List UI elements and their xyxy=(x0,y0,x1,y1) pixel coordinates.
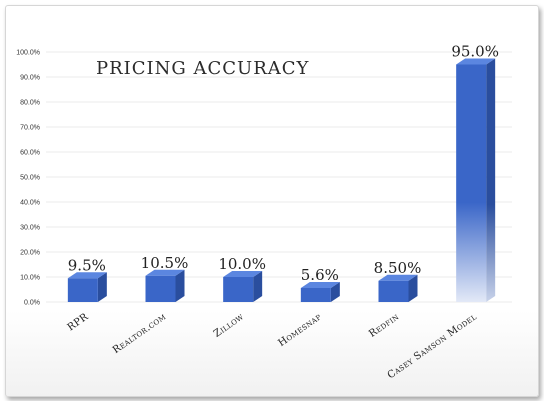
y-tick-label: 0.0% xyxy=(24,300,40,307)
bar-side xyxy=(175,269,185,302)
bar-front xyxy=(145,275,176,302)
y-tick-label: 20.0% xyxy=(20,250,40,257)
category-label: Homesnap xyxy=(276,311,323,349)
bar-top xyxy=(67,272,107,279)
bar-side xyxy=(408,274,418,302)
bar xyxy=(223,271,263,302)
bar-top xyxy=(456,58,496,65)
y-tick-label: 60.0% xyxy=(20,150,40,157)
bar-front xyxy=(456,64,487,302)
data-label: 5.6% xyxy=(301,266,339,284)
data-label: 10.0% xyxy=(218,255,266,273)
bar xyxy=(456,58,496,302)
bar-side xyxy=(253,271,263,302)
chart-frame xyxy=(5,5,539,397)
y-tick-label: 10.0% xyxy=(20,275,40,282)
category-label: Zillow xyxy=(212,311,246,340)
y-tick-label: 100.0% xyxy=(16,50,40,57)
data-label: 10.5% xyxy=(141,254,189,272)
bar xyxy=(67,272,107,302)
y-tick-label: 80.0% xyxy=(20,100,40,107)
data-label: 8.50% xyxy=(374,259,422,277)
bar-top xyxy=(378,274,418,281)
bar xyxy=(378,274,418,302)
y-tick-label: 50.0% xyxy=(20,175,40,182)
bar xyxy=(300,282,340,302)
bar xyxy=(145,269,185,302)
data-label: 95.0% xyxy=(451,43,499,61)
y-tick-label: 90.0% xyxy=(20,75,40,82)
bar-side xyxy=(97,272,107,302)
category-label: Realtor.com xyxy=(111,311,168,356)
bar-top xyxy=(223,271,263,277)
y-tick-label: 40.0% xyxy=(20,200,40,207)
bar-side xyxy=(330,282,340,302)
data-label: 9.5% xyxy=(68,256,106,274)
bar-side xyxy=(486,58,496,302)
y-tick-label: 70.0% xyxy=(20,125,40,132)
y-tick-label: 30.0% xyxy=(20,225,40,232)
category-label: Casey Samson Model xyxy=(386,311,479,381)
bar-front xyxy=(378,280,409,302)
bar-front xyxy=(223,277,254,302)
bar-top xyxy=(300,282,340,288)
bar-front xyxy=(300,288,331,302)
category-label: Redfin xyxy=(367,311,401,339)
category-label: RPR xyxy=(66,311,91,333)
bar-front xyxy=(67,278,98,302)
chart-title: PRICING ACCURACY xyxy=(96,58,310,79)
bar-top xyxy=(145,269,185,276)
